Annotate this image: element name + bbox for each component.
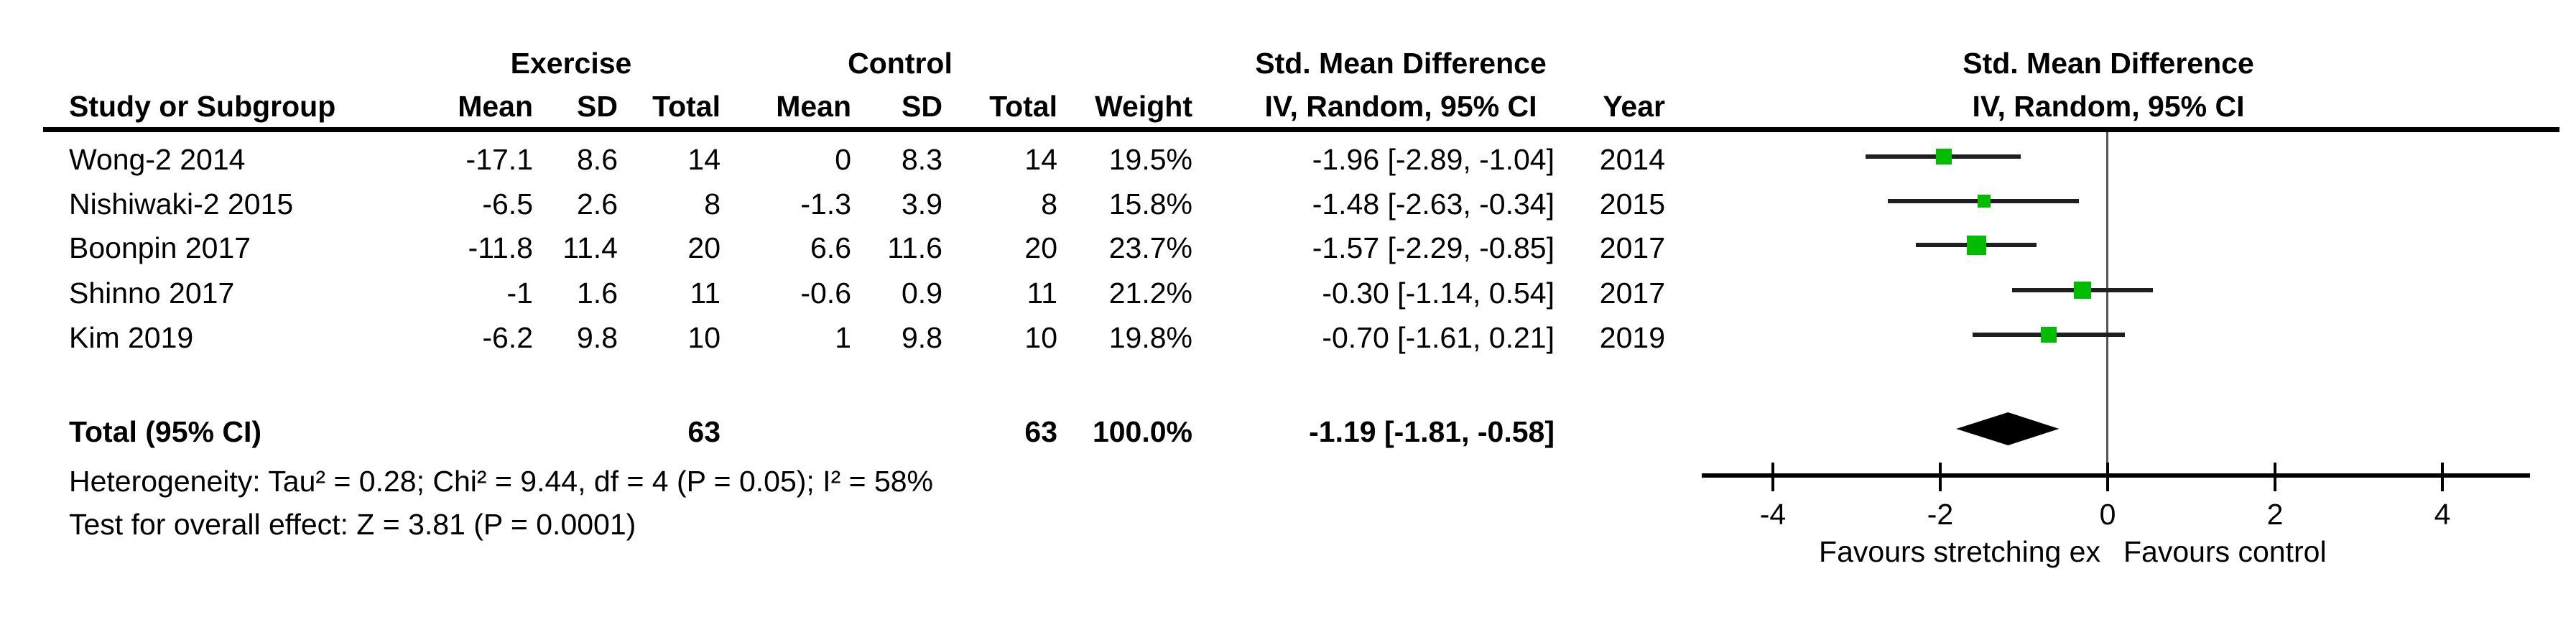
axis-tick-label: 0 (2099, 498, 2116, 531)
col-header-mean-control: Mean (776, 90, 851, 123)
effect-square (2041, 327, 2057, 343)
plot-header-smd: Std. Mean Difference (1963, 47, 2254, 80)
study-mean-control: -0.6 (800, 277, 851, 310)
study-ci-text: -0.30 [-1.14, 0.54] (1322, 277, 1555, 310)
effect-square (1977, 195, 1991, 208)
study-sd-exercise: 2.6 (577, 187, 618, 221)
heterogeneity-note: Heterogeneity: Tau² = 0.28; Chi² = 9.44,… (69, 465, 934, 498)
zero-line (2106, 132, 2108, 477)
axis-tick-label: 4 (2434, 498, 2451, 531)
study-year: 2017 (1599, 277, 1665, 310)
col-header-mean-exercise: Mean (458, 90, 533, 123)
effect-square (1935, 149, 1952, 164)
study-sd-exercise: 11.4 (562, 231, 618, 264)
total-weight: 100.0% (1092, 415, 1192, 448)
axis-tick (1771, 463, 1774, 491)
study-name: Boonpin 2017 (69, 231, 251, 264)
study-total-exercise: 20 (687, 231, 721, 264)
axis-tick (1939, 463, 1942, 491)
plot-col-header-iv-ci: IV, Random, 95% CI (1972, 90, 2245, 123)
study-total-control: 11 (1027, 277, 1057, 310)
study-total-exercise: 8 (704, 187, 721, 221)
total-row-label: Total (95% CI) (69, 415, 262, 448)
study-ci-text: -1.57 [-2.29, -0.85] (1312, 231, 1555, 264)
favours-right-label: Favours control (2123, 535, 2327, 568)
study-mean-control: -1.3 (800, 187, 851, 221)
col-header-study: Study or Subgroup (69, 90, 336, 123)
study-name: Kim 2019 (69, 321, 194, 354)
study-mean-exercise: -6.5 (482, 187, 533, 221)
header-separator-line (43, 127, 2559, 132)
total-ci-text: -1.19 [-1.81, -0.58] (1309, 415, 1555, 448)
study-mean-exercise: -1 (506, 277, 533, 310)
axis-tick-label: -2 (1927, 498, 1954, 531)
study-sd-control: 3.9 (902, 187, 942, 221)
total-exercise-n: 63 (687, 415, 721, 448)
study-year: 2014 (1599, 143, 1665, 176)
study-mean-exercise: -11.8 (468, 231, 533, 264)
study-total-control: 14 (1024, 143, 1057, 176)
study-sd-exercise: 9.8 (577, 321, 618, 354)
group-header-control: Control (848, 47, 953, 80)
col-header-total-exercise: Total (652, 90, 721, 123)
study-weight: 19.5% (1108, 143, 1192, 176)
study-year: 2019 (1599, 321, 1665, 354)
study-sd-control: 11.6 (887, 231, 942, 264)
col-header-year: Year (1603, 90, 1665, 123)
study-name: Wong-2 2014 (69, 143, 246, 176)
study-total-exercise: 10 (687, 321, 721, 354)
axis-tick (2441, 463, 2444, 491)
overall-effect-note: Test for overall effect: Z = 3.81 (P = 0… (69, 508, 636, 541)
study-ci-text: -1.48 [-2.63, -0.34] (1312, 187, 1555, 221)
study-mean-control: 6.6 (810, 231, 851, 264)
col-header-total-control: Total (989, 90, 1057, 123)
study-total-exercise: 11 (690, 277, 721, 310)
axis-tick-label: 2 (2266, 498, 2284, 531)
study-weight: 21.2% (1108, 277, 1192, 310)
study-weight: 23.7% (1108, 231, 1192, 264)
study-ci-text: -0.70 [-1.61, 0.21] (1322, 321, 1555, 354)
col-header-weight: Weight (1095, 90, 1192, 123)
study-year: 2017 (1599, 231, 1665, 264)
study-sd-control: 9.8 (902, 321, 942, 354)
study-total-control: 8 (1041, 187, 1057, 221)
axis-tick-label: -4 (1759, 498, 1787, 531)
study-name: Shinno 2017 (69, 277, 235, 310)
effect-square (2074, 282, 2092, 299)
total-control-n: 63 (1024, 415, 1057, 448)
col-header-iv-ci: IV, Random, 95% CI (1264, 90, 1537, 123)
axis-tick (2274, 463, 2276, 491)
study-mean-control: 1 (835, 321, 851, 354)
study-sd-control: 8.3 (902, 143, 942, 176)
study-mean-exercise: -6.2 (482, 321, 533, 354)
summary-diamond (1956, 412, 2060, 445)
study-total-control: 20 (1024, 231, 1057, 264)
x-axis-line (1701, 473, 2531, 478)
axis-tick (2106, 463, 2109, 491)
effect-square (1966, 235, 1986, 255)
study-total-control: 10 (1024, 321, 1057, 354)
study-sd-exercise: 1.6 (577, 277, 618, 310)
group-header-exercise: Exercise (510, 47, 632, 80)
col-header-sd-control: SD (902, 90, 942, 123)
favours-left-label: Favours stretching ex (1819, 535, 2100, 568)
table-header-smd: Std. Mean Difference (1255, 47, 1547, 80)
study-sd-exercise: 8.6 (577, 143, 618, 176)
study-total-exercise: 14 (687, 143, 721, 176)
col-header-sd-exercise: SD (577, 90, 618, 123)
study-mean-control: 0 (835, 143, 851, 176)
study-year: 2015 (1599, 187, 1665, 221)
study-mean-exercise: -17.1 (465, 143, 533, 176)
study-weight: 15.8% (1108, 187, 1192, 221)
study-name: Nishiwaki-2 2015 (69, 187, 294, 221)
study-sd-control: 0.9 (902, 277, 942, 310)
study-ci-text: -1.96 [-2.89, -1.04] (1312, 143, 1555, 176)
study-weight: 19.8% (1108, 321, 1192, 354)
